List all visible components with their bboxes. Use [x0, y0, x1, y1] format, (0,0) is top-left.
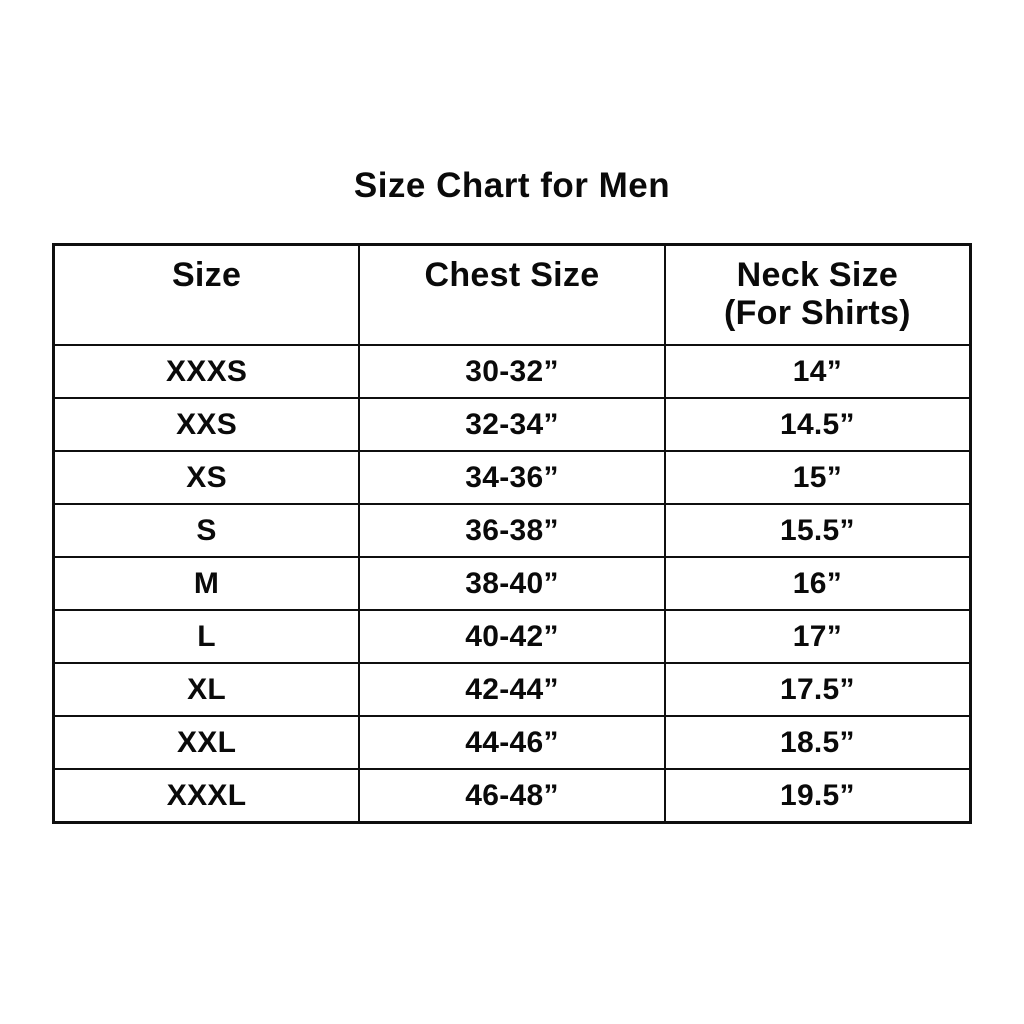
size-cell: XL — [52, 662, 361, 717]
size-cell: XXXS — [52, 344, 361, 399]
size-cell: XS — [52, 450, 361, 505]
table-row: XXXL 46-48” 19.5” — [52, 768, 972, 824]
size-cell: XXL — [52, 715, 361, 770]
size-cell: L — [52, 609, 361, 664]
size-chart-table: Size Chest Size Neck Size (For Shirts) XXX… — [52, 243, 972, 824]
neck-size-cell: 19.5” — [663, 768, 972, 824]
chest-size-cell: 30-32” — [358, 344, 666, 399]
neck-size-cell: 18.5” — [663, 715, 972, 770]
table-row: M 38-40” 16” — [52, 556, 972, 611]
chest-size-cell: 32-34” — [358, 397, 666, 452]
neck-size-cell: 15.5” — [663, 503, 972, 558]
table-header-row: Size Chest Size Neck Size (For Shirts) — [52, 243, 972, 346]
neck-size-cell: 17” — [663, 609, 972, 664]
table-row: L 40-42” 17” — [52, 609, 972, 664]
neck-size-cell: 14.5” — [663, 397, 972, 452]
table-row: XXS 32-34” 14.5” — [52, 397, 972, 452]
table-row: XXL 44-46” 18.5” — [52, 715, 972, 770]
chest-size-cell: 40-42” — [358, 609, 666, 664]
size-cell: XXS — [52, 397, 361, 452]
neck-size-cell: 14” — [663, 344, 972, 399]
page-title: Size Chart for Men — [353, 166, 671, 205]
column-header-neck-size: Neck Size (For Shirts) — [663, 243, 972, 346]
chest-size-cell: 44-46” — [358, 715, 666, 770]
column-header-chest-size: Chest Size — [358, 243, 666, 346]
chest-size-cell: 46-48” — [358, 768, 666, 824]
size-cell: S — [52, 503, 361, 558]
chest-size-cell: 38-40” — [358, 556, 666, 611]
chest-size-cell: 36-38” — [358, 503, 666, 558]
table-row: XS 34-36” 15” — [52, 450, 972, 505]
table-row: XXXS 30-32” 14” — [52, 344, 972, 399]
neck-size-cell: 17.5” — [663, 662, 972, 717]
neck-size-cell: 16” — [663, 556, 972, 611]
table-body: XXXS 30-32” 14” XXS 32-34” 14.5” XS 34-36” 15” S 3… — [52, 344, 972, 824]
column-header-size: Size — [52, 243, 361, 346]
chest-size-cell: 34-36” — [358, 450, 666, 505]
table-header: Size Chest Size Neck Size (For Shirts) — [52, 243, 972, 346]
table-row: S 36-38” 15.5” — [52, 503, 972, 558]
neck-size-cell: 15” — [663, 450, 972, 505]
chest-size-cell: 42-44” — [358, 662, 666, 717]
size-cell: XXXL — [52, 768, 361, 824]
table-row: XL 42-44” 17.5” — [52, 662, 972, 717]
size-cell: M — [52, 556, 361, 611]
